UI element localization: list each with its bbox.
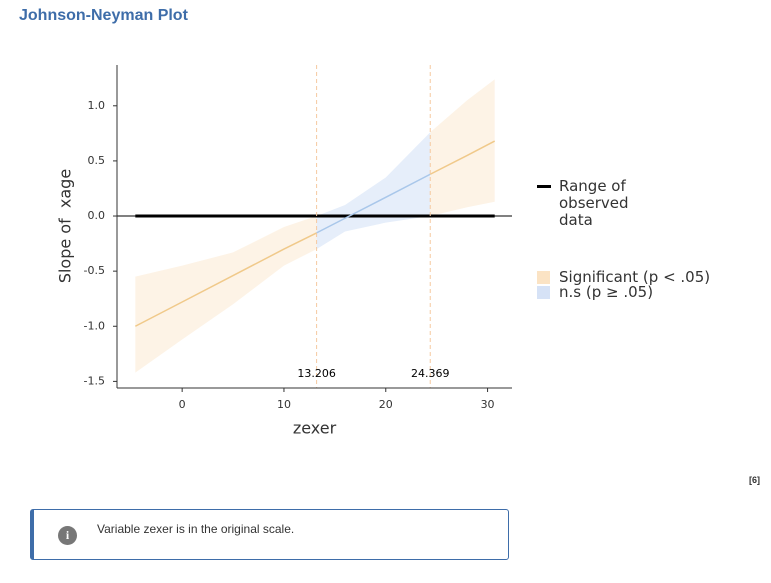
x-axis-label: zexer [293, 419, 337, 438]
legend-swatch [537, 270, 550, 284]
note-text: Variable zexer is in the original scale. [97, 522, 295, 536]
confidence-band [135, 216, 317, 373]
confidence-band [430, 79, 495, 217]
legend-label: n.s (p ≥ .05) [559, 283, 654, 301]
range-legend-label: Range of observed data [559, 177, 629, 229]
y-tick-label: 1.0 [88, 99, 106, 112]
range-legend: Range of observed data [537, 177, 639, 229]
confidence-band [316, 132, 431, 250]
legend-label: Significant (p < .05) [559, 268, 711, 286]
bound-label: 24.369 [411, 367, 450, 380]
chart: 13.206 24.369 -1.5 -1.0 -0.5 0.0 0.5 1.0 0 10 20 30… [56, 65, 512, 438]
x-tick-label: 0 [179, 398, 186, 411]
info-icon: i [58, 526, 77, 545]
footnote: [6] [749, 475, 760, 485]
y-tick-label: -1.5 [84, 374, 105, 387]
x-tick-label: 20 [379, 398, 393, 411]
legend-item: Significant (p < .05) [537, 268, 710, 286]
legend-swatch [537, 285, 550, 299]
y-tick-label: -0.5 [84, 264, 105, 277]
y-tick-label: -1.0 [84, 319, 105, 332]
range-legend-key [537, 185, 551, 188]
legend-item: n.s (p ≥ .05) [537, 283, 653, 301]
estimate-line [429, 140, 496, 175]
y-axis-label: Slope of xage [56, 169, 75, 283]
bound-label: 13.206 [297, 367, 336, 380]
y-tick-label: 0.0 [88, 209, 106, 222]
note-box: i Variable zexer is in the original scal… [30, 509, 509, 560]
y-tick-label: 0.5 [88, 154, 106, 167]
title: Johnson-Neyman Plot [19, 7, 188, 24]
x-tick-label: 10 [277, 398, 291, 411]
estimate-line [134, 232, 317, 327]
estimate-line [316, 173, 431, 234]
x-tick-label: 30 [481, 398, 495, 411]
